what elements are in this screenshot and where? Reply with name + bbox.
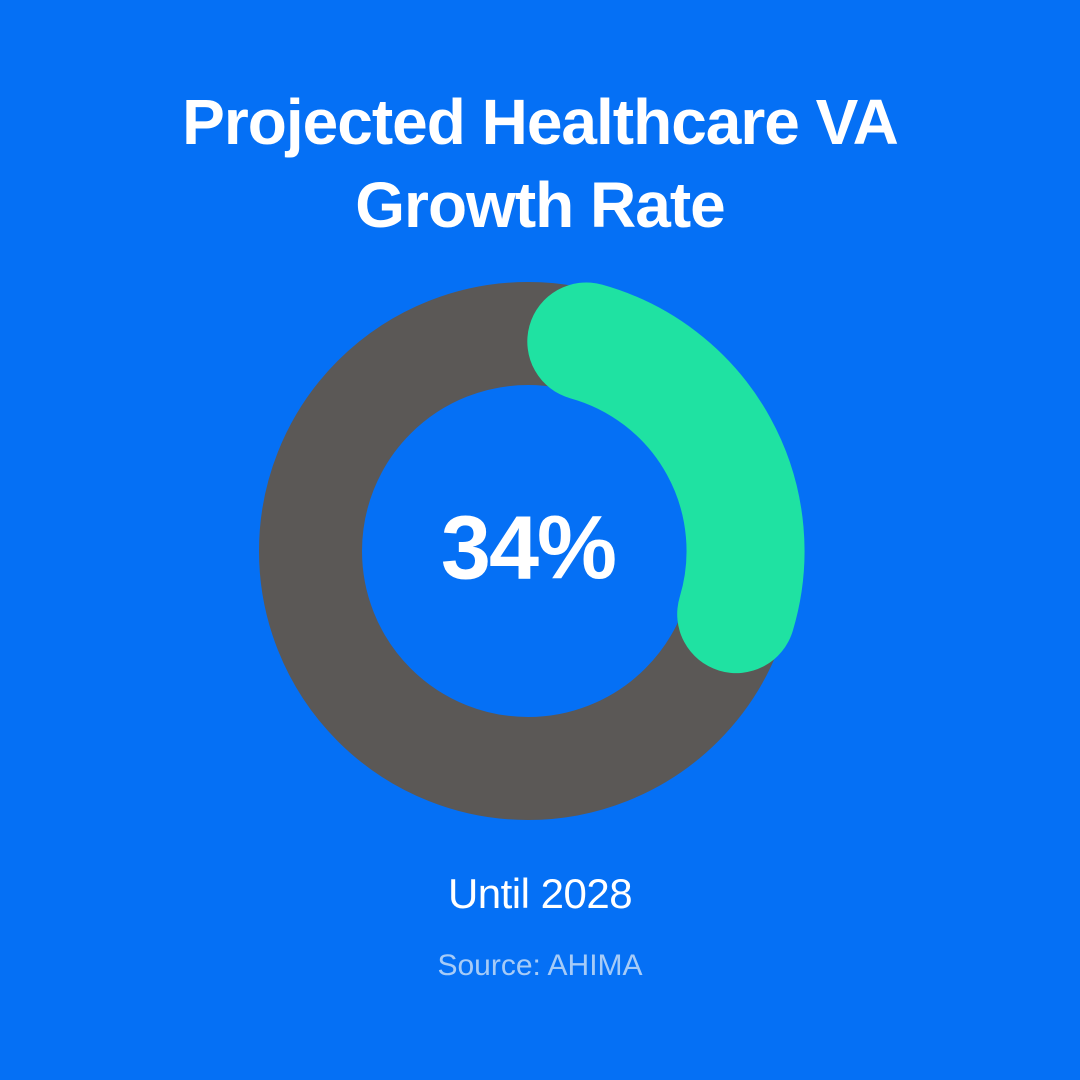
page-title-line-2: Growth Rate: [355, 169, 725, 242]
page-title-line-1: Projected Healthcare VA: [182, 86, 899, 158]
source-label: Source: AHIMA: [437, 949, 643, 982]
donut-value-arc: [527, 282, 805, 674]
period-label: Until 2028: [447, 870, 633, 917]
page-title: Projected Healthcare VA Growth Rate: [0, 81, 1080, 247]
donut-center-label: 34%: [440, 498, 617, 599]
